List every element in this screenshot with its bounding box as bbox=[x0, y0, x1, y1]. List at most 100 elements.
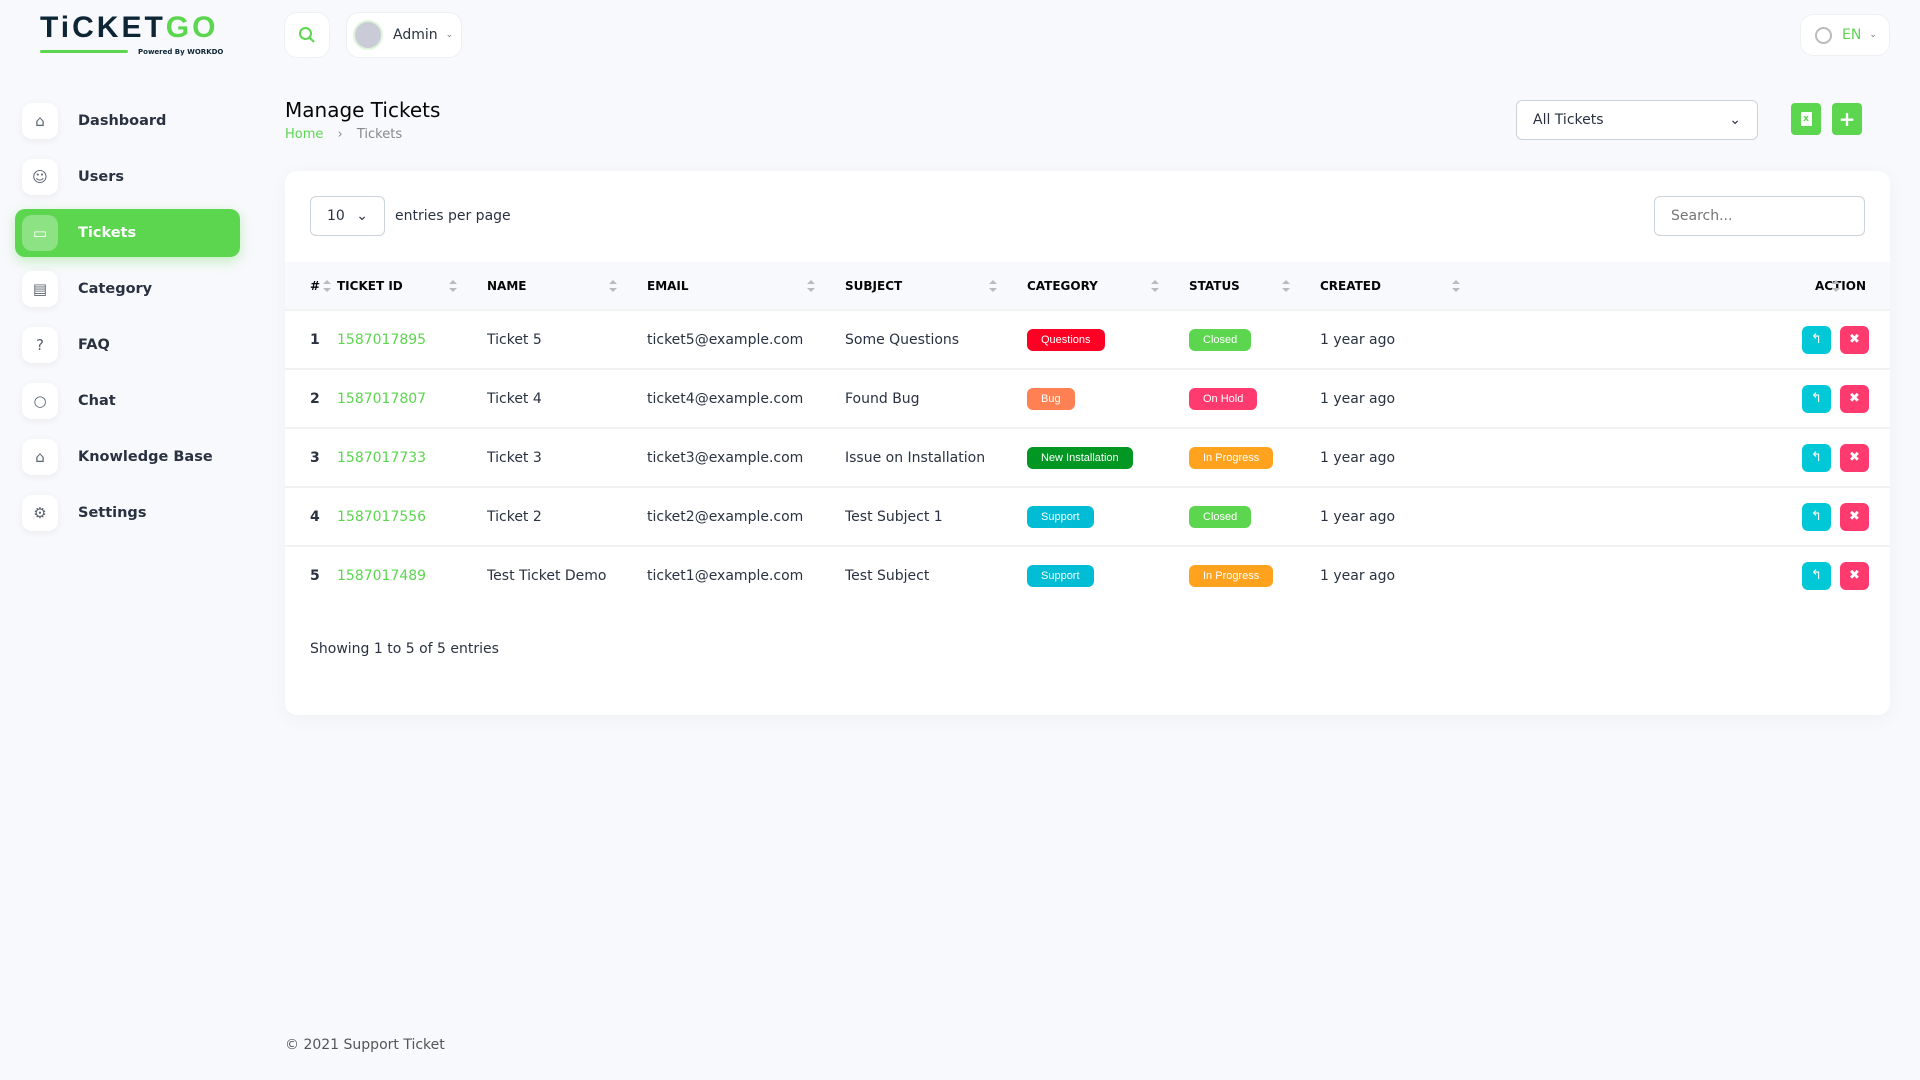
logo: TiCKETGO Powered By WORKDO bbox=[40, 12, 230, 58]
sort-icon bbox=[1151, 280, 1159, 292]
reply-button[interactable]: ↰ bbox=[1802, 562, 1831, 590]
powered-by: Powered By WORKDO bbox=[138, 48, 224, 56]
ticket-filter-select[interactable]: All Tickets ⌄ bbox=[1516, 100, 1758, 140]
trash-icon: ✖ bbox=[1849, 390, 1860, 406]
column-header-email[interactable]: EMAIL bbox=[647, 262, 845, 310]
column-header-action[interactable]: ACTION bbox=[1490, 262, 1890, 310]
ticket-id-link[interactable]: 1587017556 bbox=[337, 486, 487, 546]
question-icon: ? bbox=[22, 327, 58, 363]
sidebar-item-label: FAQ bbox=[78, 337, 110, 353]
ticket-subject: Test Subject 1 bbox=[845, 486, 1027, 546]
delete-button[interactable]: ✖ bbox=[1840, 562, 1869, 590]
status-badge: On Hold bbox=[1189, 387, 1258, 410]
category-badge: New Installation bbox=[1027, 446, 1133, 469]
entries-per-page-select[interactable]: 10 ⌄ bbox=[310, 196, 385, 236]
user-menu[interactable]: Admin ⌄ bbox=[347, 13, 461, 57]
category-badge: Questions bbox=[1027, 328, 1105, 351]
add-ticket-button[interactable]: + bbox=[1832, 103, 1862, 135]
reply-button[interactable]: ↰ bbox=[1802, 384, 1831, 413]
ticket-filter-value: All Tickets bbox=[1533, 112, 1604, 128]
sort-icon bbox=[807, 280, 815, 292]
column-header-label: STATUS bbox=[1189, 278, 1240, 293]
reply-button[interactable]: ↰ bbox=[1802, 443, 1831, 472]
ticket-name: Ticket 2 bbox=[487, 486, 647, 546]
logo-text-accent: GO bbox=[165, 11, 219, 44]
sidebar-item-faq[interactable]: ? FAQ bbox=[15, 321, 240, 369]
entries-per-page-value: 10 bbox=[327, 208, 345, 224]
breadcrumb-home[interactable]: Home bbox=[285, 127, 324, 142]
user-name: Admin bbox=[393, 27, 438, 43]
language-selector[interactable]: EN ⌄ bbox=[1801, 15, 1889, 55]
entries-per-page-label: entries per page bbox=[395, 208, 511, 224]
language-label: EN bbox=[1842, 27, 1862, 43]
sidebar-item-label: Category bbox=[78, 281, 153, 297]
avatar bbox=[353, 20, 383, 50]
column-header-category[interactable]: CATEGORY bbox=[1027, 262, 1189, 310]
delete-button[interactable]: ✖ bbox=[1840, 325, 1869, 354]
column-header-subject[interactable]: SUBJECT bbox=[845, 262, 1027, 310]
table-row: 1 1587017895 Ticket 5 ticket5@example.co… bbox=[285, 309, 1890, 369]
reply-button[interactable]: ↰ bbox=[1802, 502, 1831, 531]
delete-button[interactable]: ✖ bbox=[1840, 502, 1869, 531]
sidebar-item-category[interactable]: ▤ Category bbox=[15, 265, 240, 313]
export-excel-button[interactable]: x bbox=[1791, 103, 1821, 135]
column-header--[interactable]: # bbox=[285, 262, 337, 310]
ticket-id-link[interactable]: 1587017895 bbox=[337, 309, 487, 369]
ticket-created: 1 year ago bbox=[1320, 427, 1490, 487]
column-header-label: ACTION bbox=[1815, 278, 1866, 293]
status-badge: Closed bbox=[1189, 505, 1252, 528]
plus-icon: + bbox=[1838, 107, 1856, 131]
logo-text: TiCKET bbox=[40, 11, 166, 44]
column-header-label: SUBJECT bbox=[845, 278, 903, 293]
sidebar-item-label: Users bbox=[78, 169, 125, 185]
ticket-id-link[interactable]: 1587017489 bbox=[337, 545, 487, 605]
status-badge: In Progress bbox=[1189, 446, 1274, 469]
sort-icon bbox=[323, 280, 331, 292]
ticket-id-link[interactable]: 1587017733 bbox=[337, 427, 487, 487]
sidebar-item-settings[interactable]: ⚙ Settings bbox=[15, 489, 240, 537]
table-search-input[interactable] bbox=[1654, 196, 1865, 236]
sort-icon bbox=[609, 280, 617, 292]
sidebar-item-chat[interactable]: ○ Chat bbox=[15, 377, 240, 425]
ticket-icon: ▭ bbox=[22, 215, 58, 251]
table-row: 3 1587017733 Ticket 3 ticket3@example.co… bbox=[285, 427, 1890, 487]
chevron-down-icon: ⌄ bbox=[445, 30, 454, 40]
reply-icon: ↰ bbox=[1811, 449, 1822, 465]
tickets-table: # TICKET ID NAME EMAIL SUBJECT CATEGORY STATUS… bbox=[285, 262, 1890, 605]
chevron-down-icon: ⌄ bbox=[1869, 30, 1877, 40]
sort-icon bbox=[1452, 280, 1460, 292]
globe-icon bbox=[1815, 26, 1832, 44]
status-badge: Closed bbox=[1189, 328, 1252, 351]
sort-icon bbox=[449, 280, 457, 292]
trash-icon: ✖ bbox=[1849, 449, 1860, 465]
sidebar-item-label: Dashboard bbox=[78, 113, 167, 129]
search-button[interactable] bbox=[285, 13, 329, 57]
sidebar-item-knowledge-base[interactable]: ⌂ Knowledge Base bbox=[15, 433, 240, 481]
column-header-name[interactable]: NAME bbox=[487, 262, 647, 310]
ticket-id-link[interactable]: 1587017807 bbox=[337, 368, 487, 428]
ticket-email: ticket3@example.com bbox=[647, 427, 845, 487]
sidebar-item-tickets[interactable]: ▭ Tickets bbox=[15, 209, 240, 257]
delete-button[interactable]: ✖ bbox=[1840, 443, 1869, 472]
sidebar-item-label: Chat bbox=[78, 393, 116, 409]
sort-icon bbox=[1282, 280, 1290, 292]
column-header-ticket-id[interactable]: TICKET ID bbox=[337, 262, 487, 310]
reply-button[interactable]: ↰ bbox=[1802, 325, 1831, 354]
sidebar-item-users[interactable]: ☺ Users bbox=[15, 153, 240, 201]
sidebar-item-dashboard[interactable]: ⌂ Dashboard bbox=[15, 97, 240, 145]
column-header-status[interactable]: STATUS bbox=[1189, 262, 1320, 310]
ticket-created: 1 year ago bbox=[1320, 545, 1490, 605]
ticket-subject: Issue on Installation bbox=[845, 427, 1027, 487]
home-icon: ⌂ bbox=[22, 103, 58, 139]
trash-icon: ✖ bbox=[1849, 568, 1860, 583]
column-header-created[interactable]: CREATED bbox=[1320, 262, 1490, 310]
delete-button[interactable]: ✖ bbox=[1840, 384, 1869, 413]
reply-icon: ↰ bbox=[1811, 508, 1822, 524]
column-header-label: # bbox=[310, 278, 321, 293]
ticket-name: Test Ticket Demo bbox=[487, 545, 647, 605]
ticket-created: 1 year ago bbox=[1320, 486, 1490, 546]
chat-icon: ○ bbox=[22, 383, 58, 419]
ticket-email: ticket2@example.com bbox=[647, 486, 845, 546]
ticket-email: ticket1@example.com bbox=[647, 545, 845, 605]
tickets-card: 10 ⌄ entries per page # TICKET ID NAME EMAIL… bbox=[285, 171, 1890, 715]
